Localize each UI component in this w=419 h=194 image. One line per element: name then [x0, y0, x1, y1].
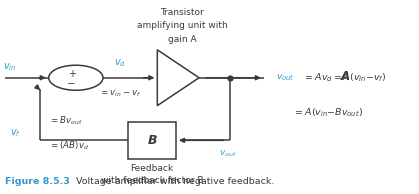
- Text: B: B: [147, 134, 157, 147]
- Text: $v_f$: $v_f$: [10, 127, 21, 139]
- Text: $v_{\mathregular{out}}$: $v_{\mathregular{out}}$: [220, 149, 237, 159]
- Text: $= (AB)v_d$: $= (AB)v_d$: [49, 140, 89, 152]
- Text: A: A: [341, 70, 350, 83]
- Text: +: +: [68, 68, 76, 79]
- Text: $= A(v_{\mathregular{in}}{-}Bv_{\mathregular{out}})$: $= A(v_{\mathregular{in}}{-}Bv_{\mathreg…: [293, 106, 363, 119]
- Text: Transistor: Transistor: [160, 8, 204, 17]
- Text: amplifying unit with: amplifying unit with: [137, 21, 228, 30]
- Text: Figure 8.5.3: Figure 8.5.3: [5, 177, 70, 186]
- Text: $= v_{\mathregular{in}} - v_f$: $= v_{\mathregular{in}} - v_f$: [99, 89, 141, 99]
- Text: $v_d$: $v_d$: [114, 57, 126, 69]
- Text: $= Bv_{\mathregular{out}}$: $= Bv_{\mathregular{out}}$: [49, 115, 83, 127]
- Text: $v_{\mathregular{in}}$: $v_{\mathregular{in}}$: [3, 61, 16, 73]
- Text: Voltage amplifier with negative feedback.: Voltage amplifier with negative feedback…: [70, 177, 274, 186]
- Text: $= Av_d = A(v_{\mathregular{in}}{-}v_f)$: $= Av_d = A(v_{\mathregular{in}}{-}v_f)$: [303, 71, 387, 84]
- Text: −: −: [67, 79, 76, 88]
- Text: with feedback factor B: with feedback factor B: [101, 176, 203, 185]
- Text: gain A: gain A: [168, 35, 197, 44]
- Text: $v_{\mathregular{out}}$: $v_{\mathregular{out}}$: [276, 73, 295, 83]
- Text: Feedback: Feedback: [130, 164, 173, 173]
